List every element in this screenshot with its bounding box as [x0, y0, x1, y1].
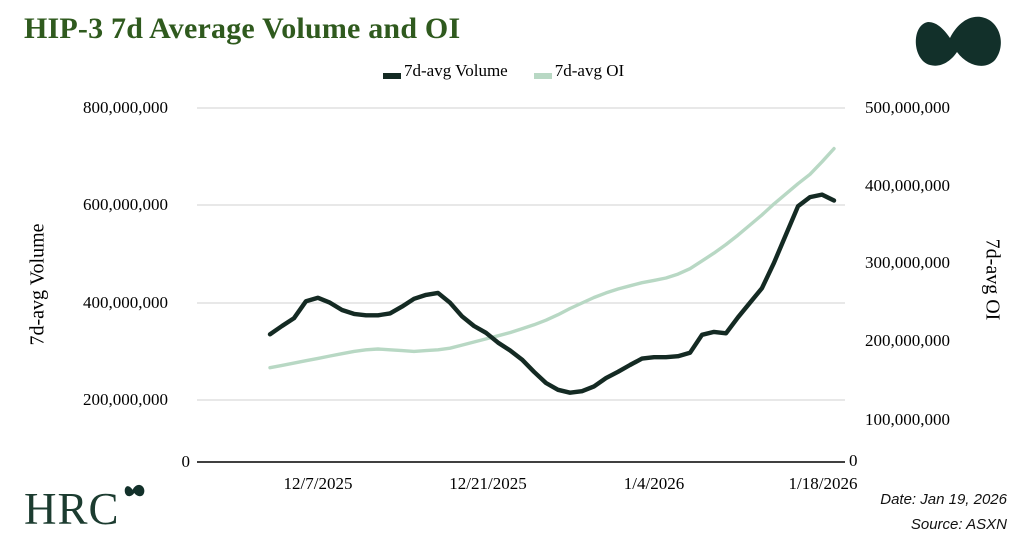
- page-title: HIP-3 7d Average Volume and OI: [24, 12, 461, 45]
- blob-shape: [915, 16, 1001, 66]
- right-tick-500m: 500,000,000: [865, 98, 950, 117]
- right-tick-300m: 300,000,000: [865, 253, 950, 272]
- brand-blob-icon: [124, 484, 144, 497]
- legend-item-oi: 7d-avg OI: [533, 60, 625, 82]
- volume-series-line: [267, 192, 837, 395]
- volume-legend-label: 7d-avg Volume: [404, 61, 508, 80]
- oi-legend-label: 7d-avg OI: [554, 61, 625, 80]
- left-axis-title: 7d-avg Volume: [26, 223, 49, 346]
- left-tick-200m: 200,000,000: [83, 390, 168, 409]
- oi-series-line: [268, 146, 836, 370]
- brand-blob-shape: [124, 484, 144, 497]
- oi-legend-swatch: [533, 73, 552, 79]
- brand-text: HRC: [24, 484, 120, 534]
- gridlines: [197, 107, 845, 401]
- right-tick-200m: 200,000,000: [865, 331, 950, 350]
- legend-item-volume: 7d-avg Volume: [383, 60, 508, 82]
- left-tick-zero: 0: [181, 452, 191, 471]
- brand-logo: HRC: [24, 483, 146, 533]
- right-axis-title: 7d-avg OI: [981, 238, 1004, 321]
- left-tick-600m: 600,000,000: [83, 195, 168, 214]
- left-tick-800m: 800,000,000: [83, 98, 168, 117]
- x-tick-dec21: 12/21/2025: [449, 474, 527, 493]
- right-tick-400m: 400,000,000: [865, 176, 950, 195]
- x-tick-jan18: 1/18/2026: [788, 474, 858, 493]
- volume-legend-swatch: [383, 73, 401, 79]
- date-stamp: Date: Jan 19, 2026: [880, 491, 1007, 508]
- x-tick-jan4: 1/4/2026: [623, 474, 685, 493]
- legend: 7d-avg Volume 7d-avg OI: [383, 60, 624, 82]
- right-tick-100m: 100,000,000: [865, 410, 950, 429]
- company-logo-icon: [915, 16, 1001, 66]
- left-tick-400m: 400,000,000: [83, 293, 168, 312]
- x-tick-dec7: 12/7/2025: [283, 474, 353, 493]
- source-stamp: Source: ASXN: [910, 516, 1007, 533]
- right-tick-zero: 0: [849, 451, 858, 470]
